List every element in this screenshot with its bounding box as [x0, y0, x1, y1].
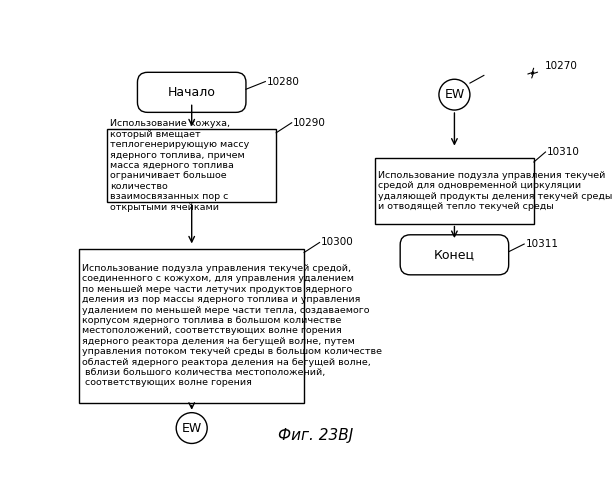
- Bar: [79, 248, 304, 402]
- Text: Использование подузла управления текучей
средой для одновременной циркуляции
уда: Использование подузла управления текучей…: [378, 171, 612, 211]
- Text: 10280: 10280: [267, 76, 300, 86]
- Circle shape: [176, 412, 207, 444]
- Text: Использование подузла управления текучей средой,
соединенного с кожухом, для упр: Использование подузла управления текучей…: [83, 264, 383, 388]
- Text: Использование кожуха,
который вмещает
теплогенерирующую массу
ядерного топлива, : Использование кожуха, который вмещает те…: [110, 120, 249, 212]
- Text: 10300: 10300: [321, 238, 354, 248]
- Text: 10310: 10310: [547, 147, 580, 157]
- Text: Фиг. 23BJ: Фиг. 23BJ: [278, 428, 354, 444]
- FancyBboxPatch shape: [400, 235, 509, 275]
- Text: 10270: 10270: [545, 61, 577, 71]
- Text: EW: EW: [182, 422, 202, 434]
- Bar: [375, 158, 534, 224]
- Text: EW: EW: [444, 88, 464, 101]
- Text: 10290: 10290: [293, 118, 326, 128]
- FancyBboxPatch shape: [137, 72, 246, 112]
- Text: Начало: Начало: [168, 86, 216, 99]
- Circle shape: [439, 79, 470, 110]
- Bar: [107, 129, 276, 202]
- Text: Конец: Конец: [434, 248, 475, 262]
- Text: 10311: 10311: [525, 239, 559, 249]
